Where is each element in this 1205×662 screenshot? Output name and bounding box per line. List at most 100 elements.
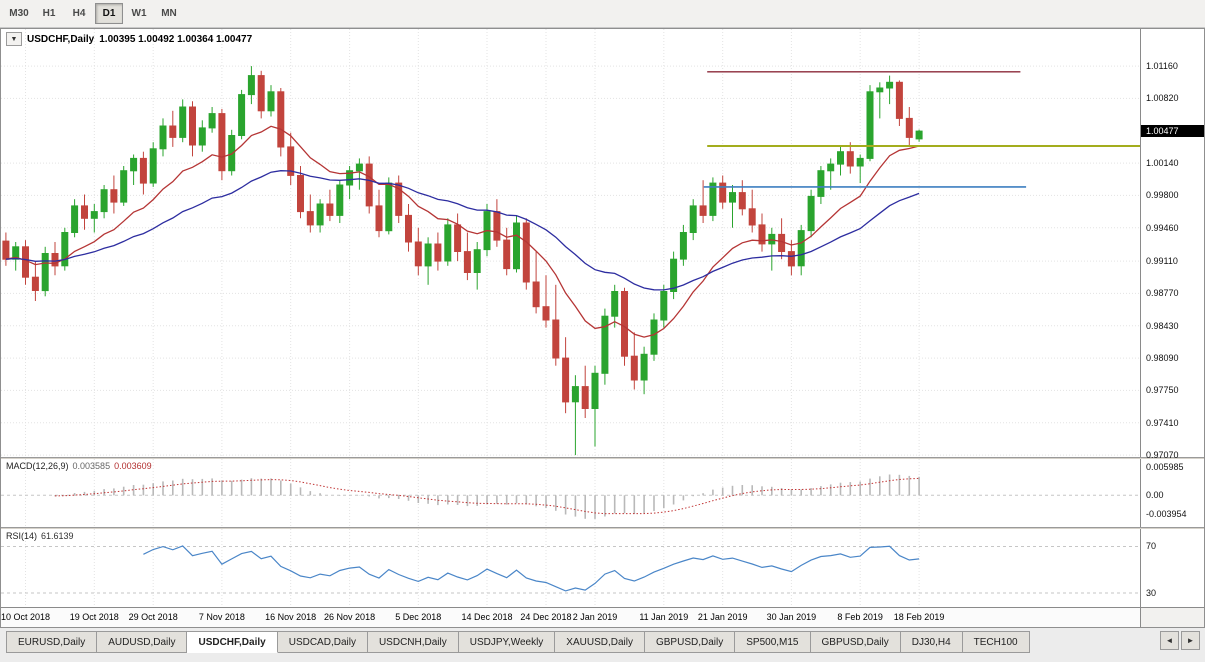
rsi-line <box>143 545 920 592</box>
chart-tab-eurusd-daily[interactable]: EURUSD,Daily <box>6 631 98 653</box>
date-axis-label: 29 Oct 2018 <box>128 612 178 622</box>
chart-tab-xauusd-daily[interactable]: XAUUSD,Daily <box>555 631 645 653</box>
candle <box>866 85 874 162</box>
candle <box>807 189 815 238</box>
chart-tab-audusd-daily[interactable]: AUDUSD,Daily <box>97 631 188 653</box>
timeframe-button-w1[interactable]: W1 <box>131 8 147 19</box>
candle <box>61 227 69 271</box>
candle <box>601 308 609 385</box>
candle <box>640 346 648 395</box>
chart-tab-sp500-m15[interactable]: SP500,M15 <box>735 631 811 653</box>
candle <box>100 185 108 219</box>
candle <box>81 194 88 230</box>
price-axis-label: 1.00820 <box>1146 93 1179 104</box>
pane-separator-macd[interactable] <box>1 457 1204 459</box>
price-axis-label: 0.98770 <box>1146 288 1179 299</box>
candle <box>876 82 884 119</box>
symbol-dropdown-button[interactable]: ▼ <box>6 32 22 46</box>
candle <box>856 154 864 184</box>
candle <box>513 215 520 273</box>
candle <box>189 101 196 157</box>
macd-signal-line <box>54 477 920 515</box>
candle <box>277 88 285 157</box>
candle <box>463 232 471 281</box>
candle <box>51 242 59 276</box>
candle <box>12 242 20 271</box>
candle <box>434 232 442 271</box>
date-axis-label: 10 Oct 2018 <box>1 612 51 622</box>
candle <box>326 189 334 222</box>
candle <box>385 177 393 235</box>
macd-axis[interactable]: 0.005985 0.00 -0.003954 <box>1140 459 1204 527</box>
timeframe-button-m30[interactable]: M30 <box>9 8 29 19</box>
candle <box>895 80 903 126</box>
date-axis-label: 5 Dec 2018 <box>395 612 442 622</box>
candle <box>120 166 128 206</box>
candle <box>149 142 157 187</box>
candle <box>709 177 717 222</box>
candle <box>287 132 295 185</box>
timeframe-button-h4[interactable]: H4 <box>72 8 86 19</box>
candle <box>679 224 687 266</box>
timeframe-button-h1[interactable]: H1 <box>42 8 56 19</box>
candle <box>817 166 825 204</box>
date-axis-label: 24 Dec 2018 <box>520 612 572 622</box>
tabs-scroll-left-button[interactable]: ◄ <box>1160 631 1179 650</box>
candle <box>31 261 39 301</box>
candle <box>444 218 452 266</box>
candle <box>424 237 432 285</box>
macd-pane: MACD(12,26,9) 0.003585 0.003609 0.005985 0.… <box>1 459 1204 527</box>
date-axis-label: 8 Feb 2019 <box>837 612 883 622</box>
candle <box>650 313 658 361</box>
candle <box>414 227 422 276</box>
candle <box>797 224 805 276</box>
rsi-value: 61.6139 <box>41 531 74 541</box>
chart-tab-usdcad-daily[interactable]: USDCAD,Daily <box>277 631 368 653</box>
chart-tab-usdchf-daily[interactable]: USDCHF,Daily <box>187 631 278 653</box>
macd-axis-label: 0.005985 <box>1146 462 1184 473</box>
chart-tab-usdcnh-daily[interactable]: USDCNH,Daily <box>367 631 459 653</box>
date-axis[interactable]: 10 Oct 2018 19 Oct 2018 29 Oct 2018 7 Nov 2… <box>1 608 1140 627</box>
price-axis-label: 0.99800 <box>1146 190 1179 201</box>
candle <box>375 189 383 238</box>
pane-separator-rsi[interactable] <box>1 527 1204 529</box>
macd-plot-area[interactable]: MACD(12,26,9) 0.003585 0.003609 <box>1 459 1140 527</box>
candle <box>768 227 776 271</box>
timeframe-button-d1[interactable]: D1 <box>95 3 123 24</box>
candle <box>787 240 795 276</box>
timeframe-button-mn[interactable]: MN <box>161 8 177 19</box>
chart-tab-usdjpy-weekly[interactable]: USDJPY,Weekly <box>458 631 556 653</box>
candle <box>267 85 275 117</box>
chart-tab-gbpusd-daily[interactable]: GBPUSD,Daily <box>644 631 736 653</box>
rsi-axis[interactable]: 70 30 <box>1140 529 1204 607</box>
price-axis-label: 0.98090 <box>1146 353 1179 364</box>
tabs-scroll-right-button[interactable]: ► <box>1181 631 1200 650</box>
chart-tab-tech100[interactable]: TECH100 <box>962 631 1030 653</box>
date-axis-label: 16 Nov 2018 <box>265 612 317 622</box>
ma-fast-line <box>5 125 920 338</box>
candle <box>503 227 511 276</box>
candle <box>493 199 501 247</box>
rsi-plot-area[interactable]: RSI(14) 61.6139 <box>1 529 1140 607</box>
candle <box>846 142 854 174</box>
macd-plot[interactable] <box>1 459 1140 527</box>
rsi-plot[interactable] <box>1 529 1140 607</box>
current-price-label: 1.00477 <box>1141 125 1204 138</box>
price-axis-label: 1.01160 <box>1146 61 1178 72</box>
main-plot[interactable] <box>1 29 1140 457</box>
candle <box>778 218 786 260</box>
price-axis[interactable]: 1.01160 1.00820 1.00140 0.99800 0.99460 0.991… <box>1140 29 1204 460</box>
date-axis-label: 19 Oct 2018 <box>69 612 119 622</box>
chart-title: ▼ USDCHF,Daily 1.00395 1.00492 1.00364 1… <box>6 32 252 46</box>
ma-slow-line <box>5 170 920 291</box>
date-axis-row: 10 Oct 2018 19 Oct 2018 29 Oct 2018 7 Nov 2… <box>1 607 1204 627</box>
candle <box>228 129 236 176</box>
candle <box>748 189 756 233</box>
chart-tab-dj30-h4[interactable]: DJ30,H4 <box>900 631 963 653</box>
candle <box>395 175 403 223</box>
candle <box>542 275 550 328</box>
chart-tab-gbpusd-daily[interactable]: GBPUSD,Daily <box>810 631 901 653</box>
candle <box>738 180 746 216</box>
price-axis-label: 1.00140 <box>1146 158 1179 169</box>
main-plot-area[interactable]: ▼ USDCHF,Daily 1.00395 1.00492 1.00364 1… <box>1 29 1140 457</box>
